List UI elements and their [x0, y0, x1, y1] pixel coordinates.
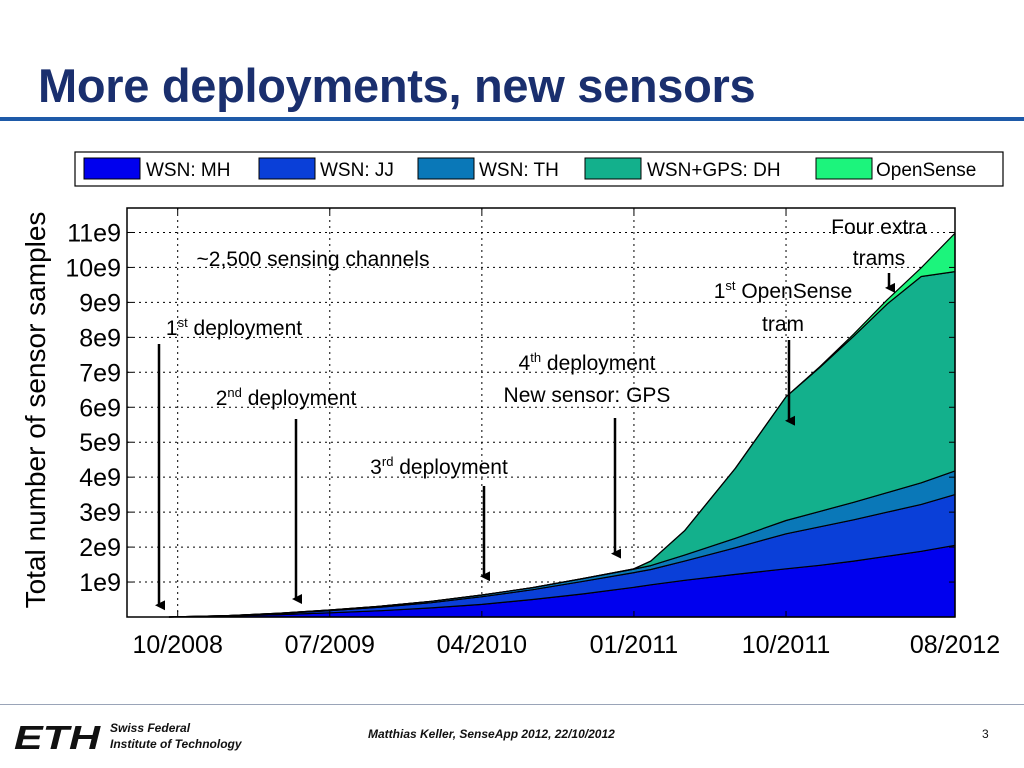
annotation-dep4: New sensor: GPS [504, 384, 671, 407]
y-tick-label: 3e9 [79, 499, 121, 527]
annotation-opensense1: tram [762, 313, 804, 336]
y-tick-label: 1e9 [79, 569, 121, 597]
legend-swatch-opensense [815, 157, 873, 180]
y-tick-label: 7e9 [79, 359, 121, 387]
y-tick-label: 8e9 [79, 324, 121, 352]
x-tick-label: 04/2010 [437, 631, 527, 659]
y-tick-label: 5e9 [79, 429, 121, 457]
legend-label-opensense: OpenSense [876, 160, 976, 181]
stacked-area-chart: WSN: MH WSN: JJ WSN: TH WSN+GPS: DH OpenSens… [20, 151, 1004, 659]
annotation-dep4: 4th deployment [519, 350, 656, 375]
plot-frame [126, 207, 956, 618]
x-tick-label: 10/2011 [742, 631, 831, 659]
chart-ticks: 1e9 2e9 3e9 4e9 5e9 6e9 7e9 8e9 9e9 10e9 11e9 10/20… [65, 208, 1000, 659]
annotation-dep3: 3rd deployment [370, 454, 508, 479]
legend-swatch-wsn-mh [83, 157, 141, 180]
y-tick-label: 2e9 [79, 534, 121, 562]
y-tick-label: 9e9 [79, 289, 121, 317]
annotation-dep1: 1st deployment [166, 315, 302, 340]
legend-label-wsn-th: WSN: TH [479, 160, 559, 181]
chart-frame [126, 207, 956, 618]
legend-swatch-wsn-gps-dh [584, 157, 642, 180]
institution-name-line2: Institute of Technology [110, 737, 242, 751]
page-number: 3 [982, 727, 989, 741]
x-tick-label: 10/2008 [133, 631, 223, 659]
x-tick-label: 08/2012 [910, 631, 1000, 659]
annotation-dep2: 2nd deployment [216, 385, 357, 410]
title-divider [0, 117, 1024, 121]
annotation-opensense1: 1st OpenSense [714, 278, 853, 303]
annotation-channels: ~2,500 sensing channels [197, 248, 430, 271]
legend-label-wsn-gps-dh: WSN+GPS: DH [647, 160, 781, 181]
annotation-trams: Four extra [831, 216, 927, 239]
institution-name-line1: Swiss Federal [110, 721, 191, 735]
eth-logo: ETH [14, 722, 102, 752]
footer-presentation-info: Matthias Keller, SenseApp 2012, 22/10/20… [368, 727, 615, 741]
x-tick-label: 07/2009 [285, 631, 375, 659]
legend-label-wsn-jj: WSN: JJ [320, 160, 394, 181]
legend-label-wsn-mh: WSN: MH [146, 160, 230, 181]
svg-text:ETH: ETH [14, 722, 102, 752]
y-axis-label: Total number of sensor samples [20, 212, 51, 609]
y-tick-label: 10e9 [65, 254, 121, 282]
chart-legend: WSN: MH WSN: JJ WSN: TH WSN+GPS: DH OpenSens… [74, 151, 1004, 187]
legend-swatch-wsn-th [417, 157, 475, 180]
legend-swatch-wsn-jj [258, 157, 316, 180]
y-tick-label: 6e9 [79, 394, 121, 422]
x-tick-label: 01/2011 [590, 631, 679, 659]
footer-divider [0, 704, 1024, 705]
y-tick-label: 4e9 [79, 464, 121, 492]
annotation-trams: trams [853, 247, 906, 270]
y-tick-label: 11e9 [67, 219, 121, 247]
slide-title: More deployments, new sensors [38, 59, 756, 112]
chart-annotations: ~2,500 sensing channels 1st deployment 2nd… [155, 216, 927, 611]
